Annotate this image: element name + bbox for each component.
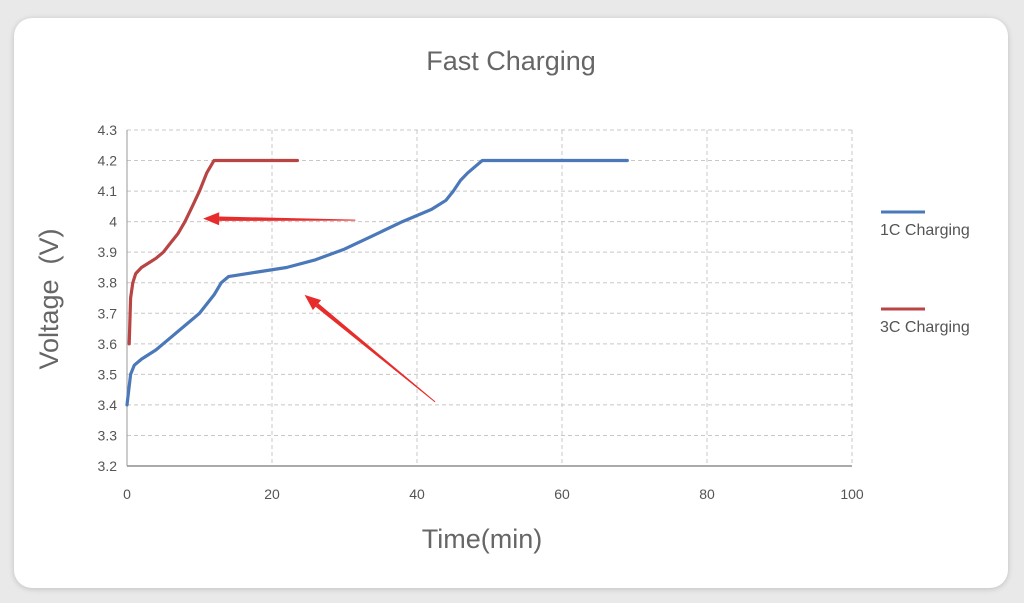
y-tick-label: 3.2 [98, 458, 118, 474]
x-tick-labels: 0 20 40 60 80 100 [123, 486, 864, 502]
y-axis-label: Voltage (V) [34, 228, 64, 369]
x-axis-label: Time(min) [422, 524, 543, 554]
grid [126, 129, 853, 467]
annotation-arrow [304, 294, 436, 403]
y-tick-label: 4.3 [98, 122, 118, 138]
legend-label: 1C Charging [880, 222, 970, 239]
y-tick-labels: 3.2 3.3 3.4 3.5 3.6 3.7 3.8 3.9 4 4.1 4.2 4.3 [98, 122, 118, 474]
annotation-arrows [203, 212, 436, 403]
legend: 1C Charging 3C Charging [880, 210, 970, 336]
y-tick-label: 4.1 [98, 183, 118, 199]
x-tick-label: 0 [123, 486, 131, 502]
axes [126, 130, 852, 467]
y-tick-label: 3.9 [98, 244, 118, 260]
y-tick-label: 4.2 [98, 153, 118, 169]
y-tick-label: 3.7 [98, 305, 118, 321]
x-tick-label: 100 [840, 486, 864, 502]
y-tick-label: 3.6 [98, 336, 118, 352]
series-lines [125, 158, 629, 407]
legend-item-1c: 1C Charging [880, 210, 970, 239]
y-tick-label: 4 [109, 214, 117, 230]
series-line-1c [125, 158, 629, 407]
annotation-arrow [203, 212, 356, 226]
legend-item-3c: 3C Charging [880, 307, 970, 336]
series-line-3c [127, 158, 299, 346]
x-tick-label: 20 [264, 486, 280, 502]
y-tick-label: 3.3 [98, 427, 118, 443]
legend-label: 3C Charging [880, 319, 970, 336]
y-tick-label: 3.8 [98, 275, 118, 291]
chart-title: Fast Charging [426, 46, 596, 76]
x-tick-label: 60 [554, 486, 570, 502]
chart-card [14, 18, 1008, 588]
x-tick-label: 40 [409, 486, 425, 502]
y-tick-label: 3.5 [98, 366, 118, 382]
y-tick-label: 3.4 [98, 397, 118, 413]
x-tick-label: 80 [699, 486, 715, 502]
